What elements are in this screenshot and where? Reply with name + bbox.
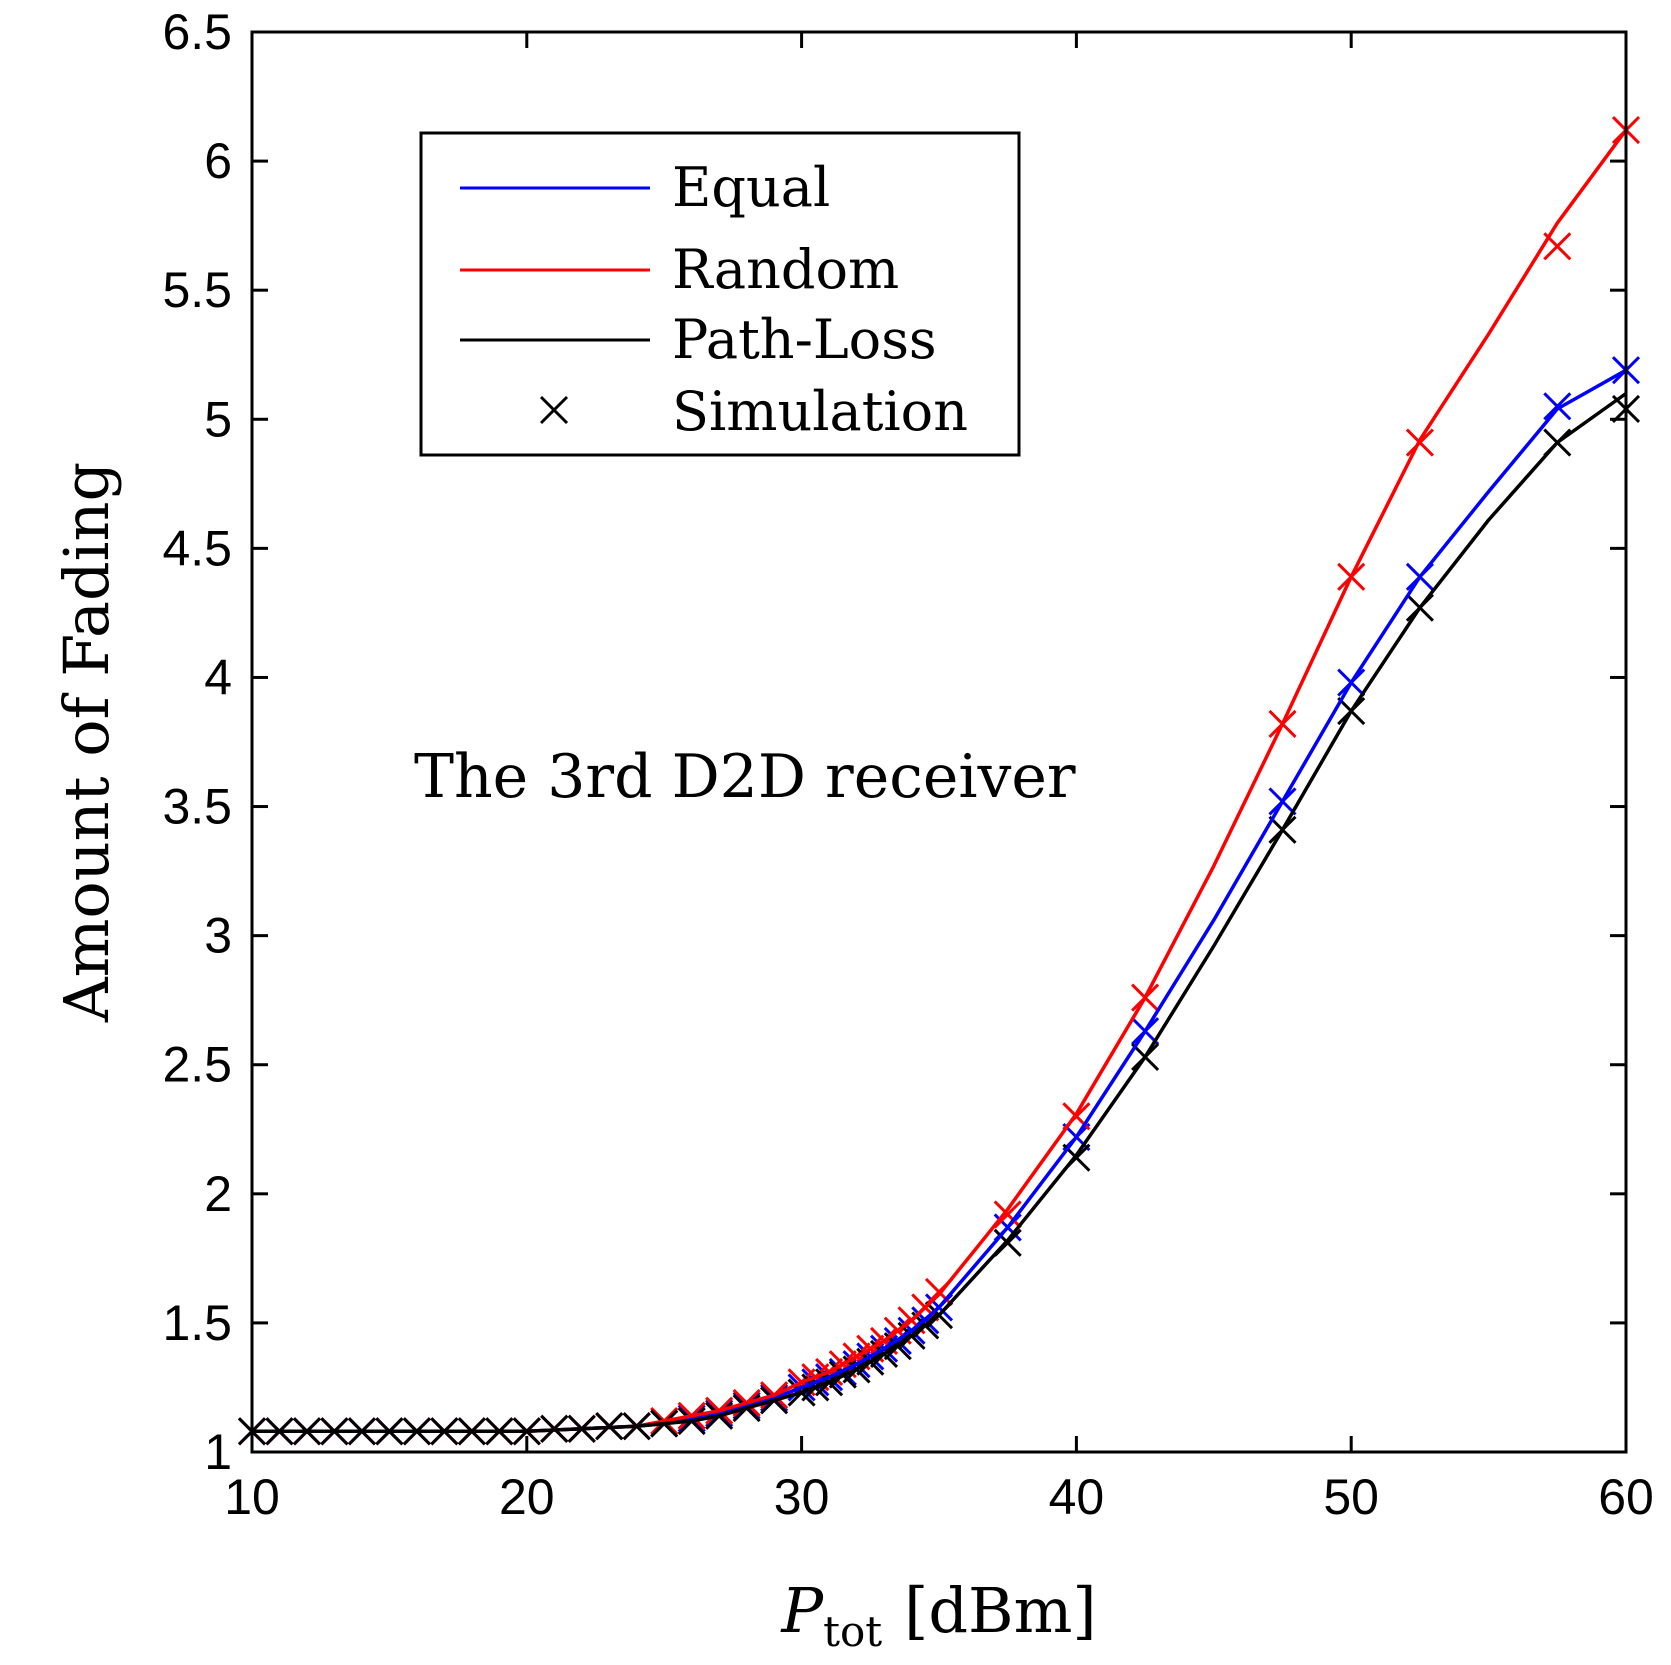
y-tick-label: 2.5 [162,1037,232,1093]
y-tick-label: 5.5 [162,262,232,318]
y-axis-title: Amount of Fading [50,462,123,1023]
y-tick-label: 6 [204,133,232,189]
y-tick-label: 6.5 [162,4,232,60]
x-tick-label: 50 [1323,1469,1379,1525]
x-tick-label: 60 [1598,1469,1654,1525]
ticks-layer: 10 20 30 40 50 60 1 1.5 2 2.5 3 3.5 4 4.5 5 5.5 6 6.5 [162,4,1653,1525]
y-tick-label: 1 [204,1424,232,1480]
series-line-path-loss [252,392,1628,1434]
legend-label-equal: Equal [672,156,830,219]
y-tick-label: 5 [204,391,232,447]
x-tick-label: 30 [774,1469,830,1525]
series-layer [237,116,1641,1446]
legend-label-path-loss: Path-Loss [672,308,937,371]
y-tick-label: 4 [204,649,232,705]
legend-label-simulation: Simulation [672,380,968,443]
legend-label-random: Random [672,238,899,301]
legend: Equal Random Path-Loss Simulation [419,131,1021,457]
y-tick-label: 3.5 [162,779,232,835]
x-tick-label: 10 [224,1469,280,1525]
legend-swatch-simulation [539,395,569,425]
sim-marker-equal [1543,392,1572,421]
y-tick-label: 4.5 [162,520,232,576]
x-axis-title-main: P [780,1574,824,1647]
x-axis-title-subscript: tot [823,1607,882,1656]
plot-area-frame [250,30,1628,1454]
y-tick-label: 2 [204,1166,232,1222]
y-tick-label: 1.5 [162,1295,232,1351]
y-tick-label: 3 [204,908,232,964]
x-tick-label: 20 [499,1469,555,1525]
x-axis-title-unit: [dBm] [904,1574,1096,1647]
x-axis-title: Ptot [dBm] [780,1574,1096,1656]
x-tick-label: 40 [1049,1469,1105,1525]
sim-marker-random [993,1200,1022,1229]
annotation-receiver: The 3rd D2D receiver [414,742,1076,812]
